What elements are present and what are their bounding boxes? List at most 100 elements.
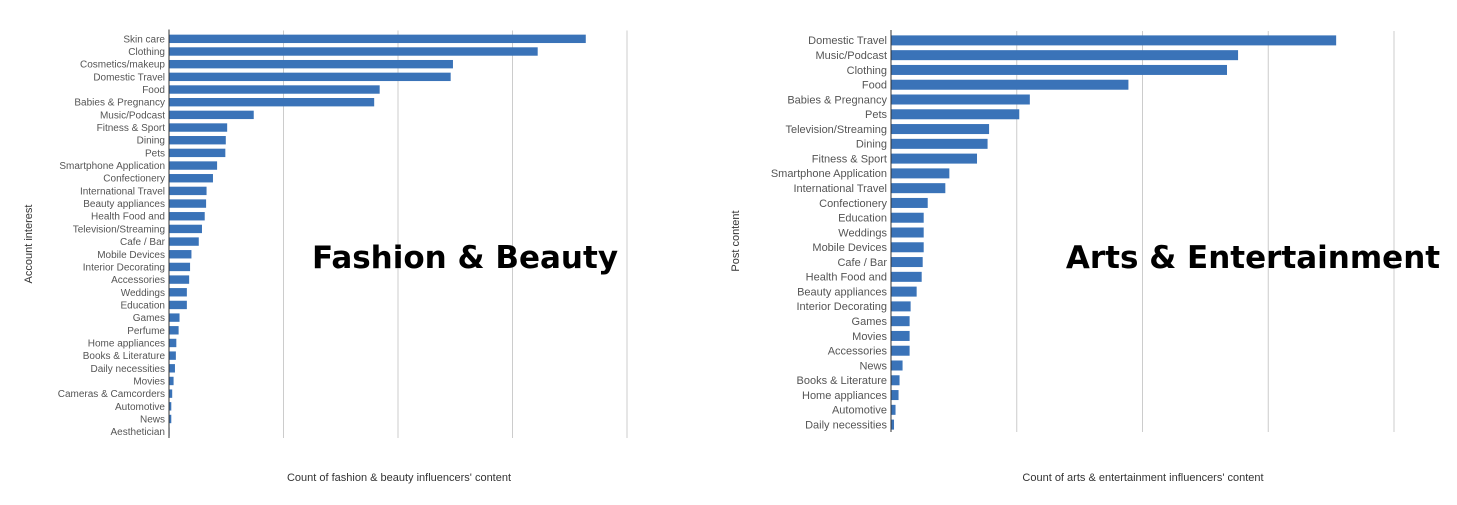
category-label: Books & Literature bbox=[83, 351, 166, 362]
bar-ae-22 bbox=[891, 360, 903, 371]
category-label: Cafe / Bar bbox=[837, 257, 887, 269]
bar-ae-9 bbox=[891, 168, 950, 179]
fashion-beauty-chart: Skin care Clothing Cosmetics/makeupDomesti… bbox=[23, 29, 628, 484]
category-label: Beauty appliances bbox=[83, 199, 165, 210]
category-label: International Travel bbox=[80, 186, 165, 197]
bar-fb-4 bbox=[169, 85, 380, 94]
y-axis-title: Post content bbox=[730, 210, 742, 271]
category-label: Daily necessities bbox=[805, 419, 887, 431]
category-label: Automotive bbox=[832, 405, 887, 417]
bar-fb-8 bbox=[169, 136, 226, 145]
bar-fb-16 bbox=[169, 237, 199, 246]
bar-ae-23 bbox=[891, 375, 900, 386]
category-label: Dining bbox=[856, 139, 887, 151]
category-label: Fitness & Sport bbox=[97, 123, 166, 134]
category-label: Music/Podcast bbox=[100, 110, 165, 121]
category-label: Dining bbox=[137, 136, 165, 147]
bar-fb-15 bbox=[169, 224, 202, 234]
category-label: Mobile Devices bbox=[812, 242, 887, 254]
bar-fb-19 bbox=[169, 275, 190, 284]
category-label: Daily necessities bbox=[91, 364, 165, 375]
bar-fb-23 bbox=[169, 326, 179, 335]
bar-fb-21 bbox=[169, 300, 187, 310]
x-axis-title: Count of fashion & beauty influencers' c… bbox=[287, 472, 511, 484]
bar-ae-13 bbox=[891, 227, 924, 238]
bar-ae-8 bbox=[891, 153, 978, 164]
bar-ae-11 bbox=[891, 197, 928, 208]
category-label: Cameras & Camcorders bbox=[58, 389, 165, 400]
category-label: Home appliances bbox=[88, 338, 165, 349]
bar-ae-14 bbox=[891, 242, 924, 253]
x-axis-title: Count of arts & entertainment influencer… bbox=[1022, 472, 1263, 484]
category-label: Home appliances bbox=[802, 390, 887, 402]
category-label: Skin care bbox=[123, 34, 165, 45]
category-label: Movies bbox=[133, 376, 165, 387]
bar-ae-3 bbox=[891, 79, 1129, 90]
bar-ae-25 bbox=[891, 404, 896, 415]
category-label: Weddings bbox=[838, 227, 887, 239]
bar-fb-6 bbox=[169, 110, 254, 120]
bar-fb-0 bbox=[169, 34, 586, 44]
bar-fb-1 bbox=[169, 47, 538, 56]
category-label: Television/Streaming bbox=[73, 224, 165, 235]
category-label: Television/Streaming bbox=[786, 124, 888, 136]
bar-ae-18 bbox=[891, 301, 911, 312]
category-label: Confectionery bbox=[819, 198, 887, 210]
category-label: Books & Literature bbox=[797, 375, 888, 387]
bar-fb-17 bbox=[169, 250, 192, 259]
category-label: Smartphone Application bbox=[771, 168, 887, 180]
bar-ae-5 bbox=[891, 109, 1020, 120]
category-label: Health Food and bbox=[91, 212, 165, 223]
category-label: Food bbox=[142, 85, 165, 96]
category-label: Music/Podcast bbox=[815, 50, 887, 62]
bar-fb-2 bbox=[169, 59, 453, 69]
bar-ae-24 bbox=[891, 390, 899, 401]
arts-entertainment-chart: Domestic Travel Music/Podcast Clothing Food… bbox=[730, 30, 1440, 484]
category-label: Weddings bbox=[121, 288, 165, 299]
bar-fb-18 bbox=[169, 262, 191, 272]
category-label: Automotive bbox=[115, 402, 165, 413]
bar-ae-2 bbox=[891, 64, 1228, 75]
bar-ae-6 bbox=[891, 124, 990, 135]
bar-fb-13 bbox=[169, 199, 207, 208]
category-label: Games bbox=[852, 316, 888, 328]
category-label: Babies & Pregnancy bbox=[74, 98, 165, 109]
category-label: News bbox=[140, 414, 165, 425]
bar-fb-20 bbox=[169, 288, 187, 297]
overlay-title: Fashion & Beauty bbox=[312, 240, 618, 276]
bar-fb-9 bbox=[169, 148, 226, 158]
bar-fb-29 bbox=[169, 402, 172, 411]
category-label: Food bbox=[862, 80, 887, 92]
category-label: Interior Decorating bbox=[83, 262, 165, 273]
category-label: Interior Decorating bbox=[797, 301, 888, 313]
category-label: Cafe / Bar bbox=[120, 237, 166, 248]
category-label: Games bbox=[133, 313, 165, 324]
bar-ae-16 bbox=[891, 271, 922, 282]
bar-fb-22 bbox=[169, 313, 180, 322]
category-label: News bbox=[859, 360, 887, 372]
category-label: Fitness & Sport bbox=[812, 153, 887, 165]
category-label: Aesthetician bbox=[111, 427, 165, 438]
bar-ae-17 bbox=[891, 286, 917, 297]
bar-ae-21 bbox=[891, 345, 910, 356]
category-label: Accessories bbox=[111, 275, 165, 286]
category-label: Clothing bbox=[847, 65, 887, 77]
category-label: Accessories bbox=[828, 346, 888, 358]
bar-fb-28 bbox=[169, 389, 173, 398]
category-label: Domestic Travel bbox=[93, 72, 165, 83]
category-label: Mobile Devices bbox=[97, 250, 165, 261]
bar-ae-15 bbox=[891, 257, 923, 268]
overlay-title: Arts & Entertainment bbox=[1066, 240, 1440, 276]
category-label: Babies & Pregnancy bbox=[787, 94, 887, 106]
bar-fb-27 bbox=[169, 376, 174, 386]
bar-ae-19 bbox=[891, 316, 910, 327]
category-label: Confectionery bbox=[103, 174, 165, 185]
bar-fb-5 bbox=[169, 97, 375, 107]
bar-ae-4 bbox=[891, 94, 1030, 105]
bar-ae-7 bbox=[891, 138, 988, 149]
category-label: Clothing bbox=[128, 47, 165, 58]
category-label: Pets bbox=[865, 109, 888, 121]
category-label: Education bbox=[838, 213, 887, 225]
category-label: Beauty appliances bbox=[797, 286, 887, 298]
category-label: Pets bbox=[145, 148, 165, 159]
